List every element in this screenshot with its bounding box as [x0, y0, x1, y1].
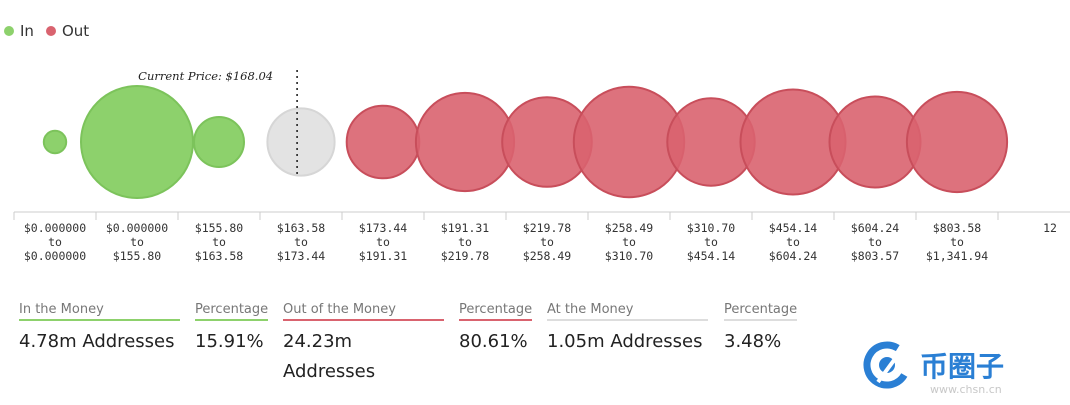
stat-out-of-the-money: Out of the Money 24.23m Addresses — [283, 302, 444, 387]
x-tick-label: $1,341.94 — [926, 249, 988, 263]
stat-out-percentage: Percentage 80.61% — [459, 302, 532, 357]
x-tick-label: $0.000000 — [24, 221, 86, 235]
x-tick-label: to — [212, 235, 226, 249]
x-tick-label: $310.70 — [687, 221, 736, 235]
stat-underline — [283, 319, 444, 321]
stat-underline — [19, 319, 180, 321]
stat-title: Out of the Money — [283, 302, 396, 317]
stat-title: Percentage — [459, 302, 533, 317]
stat-title: Percentage — [195, 302, 269, 317]
bubble-in-0 — [42, 129, 68, 155]
x-tick-label: to — [540, 235, 554, 249]
x-tick-label: $155.80 — [195, 221, 244, 235]
stat-in-percentage: Percentage 15.91% — [195, 302, 268, 357]
stat-value: 24.23m Addresses — [283, 331, 376, 382]
x-tick-label: to — [130, 235, 144, 249]
x-tick-label: to — [48, 235, 62, 249]
bubble-at-3 — [266, 107, 336, 177]
x-tick-label: $803.58 — [933, 221, 982, 235]
stat-value: 1.05m Addresses — [547, 331, 703, 352]
stat-title: At the Money — [547, 302, 634, 317]
x-tick-label: $173.44 — [359, 221, 408, 235]
site-logo[interactable]: 币圈子 — [862, 340, 1004, 390]
x-tick-label: to — [786, 235, 800, 249]
x-tick-label: $258.49 — [605, 221, 654, 235]
bubble-out-11 — [905, 90, 1009, 194]
x-tick-label: $454.14 — [687, 249, 736, 263]
legend-out-dot — [45, 26, 56, 36]
x-tick-label: to — [458, 235, 472, 249]
x-tick-label: $0.000000 — [24, 249, 86, 263]
bubble-out-4 — [345, 104, 421, 180]
x-tick-label: $163.58 — [195, 249, 244, 263]
x-tick-label: $191.31 — [441, 221, 490, 235]
x-tick-label: to — [704, 235, 718, 249]
stat-value: 15.91% — [195, 331, 264, 352]
in-out-money-bubble-chart: Current Price: $168.04$0.000000to$0.0000… — [13, 69, 1070, 263]
logo-text: 币圈子 — [920, 350, 1005, 383]
legend-item-out[interactable]: Out — [45, 22, 90, 40]
bubble-in-2 — [193, 116, 245, 168]
stat-value: 80.61% — [459, 331, 528, 352]
stat-underline — [195, 319, 268, 321]
x-tick-label: $219.78 — [523, 221, 572, 235]
x-tick-label: 12 — [1043, 221, 1057, 235]
x-tick-label: to — [868, 235, 882, 249]
x-tick-label: $604.24 — [769, 249, 818, 263]
legend-item-in[interactable]: In — [4, 22, 34, 40]
stat-underline — [547, 319, 708, 321]
stat-title: Percentage — [724, 302, 798, 317]
x-tick-label: $803.57 — [851, 249, 900, 263]
x-tick-label: to — [622, 235, 636, 249]
stat-underline — [724, 319, 797, 321]
legend-in-dot — [4, 26, 14, 36]
x-tick-label: $0.000000 — [106, 221, 168, 235]
x-tick-label: to — [950, 235, 964, 249]
legend-in-label: In — [20, 22, 34, 40]
stat-title: In the Money — [19, 302, 104, 317]
current-price-label: Current Price: $168.04 — [138, 69, 273, 83]
chart-legend: In Out — [4, 22, 89, 40]
stat-value: 4.78m Addresses — [19, 331, 175, 352]
x-tick-label: to — [376, 235, 390, 249]
x-tick-label: $191.31 — [359, 249, 408, 263]
watermark: www.chsn.cn — [930, 383, 1002, 396]
x-tick-label: $163.58 — [277, 221, 326, 235]
bubble-out-5 — [414, 91, 516, 193]
x-tick-label: $604.24 — [851, 221, 900, 235]
logo-c-icon — [863, 341, 911, 389]
stat-value: 3.48% — [724, 331, 782, 352]
x-tick-label: $454.14 — [769, 221, 818, 235]
bubble-in-1 — [80, 85, 194, 199]
stat-in-the-money: In the Money 4.78m Addresses — [19, 302, 180, 357]
x-tick-label: $310.70 — [605, 249, 654, 263]
x-tick-label: $155.80 — [113, 249, 162, 263]
stat-at-the-money: At the Money 1.05m Addresses — [547, 302, 708, 357]
stat-underline — [459, 319, 532, 321]
x-tick-label: to — [294, 235, 308, 249]
x-tick-label: $173.44 — [277, 249, 326, 263]
stats-panel: In the Money 4.78m Addresses Percentage … — [0, 302, 1070, 402]
x-tick-label: $219.78 — [441, 249, 490, 263]
stat-at-percentage: Percentage 3.48% — [724, 302, 797, 357]
x-tick-label: $258.49 — [523, 249, 572, 263]
legend-out-label: Out — [61, 22, 90, 40]
